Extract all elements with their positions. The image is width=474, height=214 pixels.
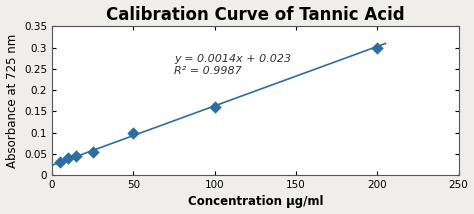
Title: Calibration Curve of Tannic Acid: Calibration Curve of Tannic Acid [106, 6, 405, 24]
Point [89, 150, 97, 153]
Y-axis label: Absorbance at 725 nm: Absorbance at 725 nm [6, 34, 18, 168]
X-axis label: Concentration μg/ml: Concentration μg/ml [188, 195, 323, 208]
Point [73, 154, 80, 158]
Point [64, 156, 72, 160]
Point [56, 160, 64, 164]
Point [129, 131, 137, 134]
Point [374, 46, 381, 49]
Text: y = 0.0014x + 0.023
R² = 0.9987: y = 0.0014x + 0.023 R² = 0.9987 [174, 54, 291, 76]
Point [211, 106, 219, 109]
